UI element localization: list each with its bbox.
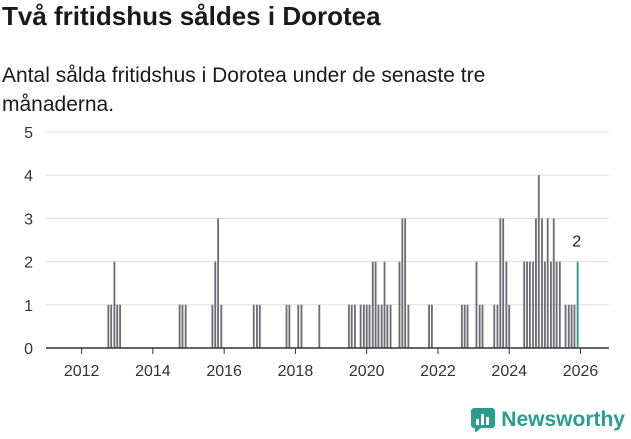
bar xyxy=(380,304,383,348)
bar xyxy=(362,304,365,348)
bar xyxy=(546,218,549,348)
y-tick-label: 5 xyxy=(24,125,33,142)
y-tick-label: 4 xyxy=(24,168,33,185)
x-tick-label: 2026 xyxy=(563,363,599,380)
bar xyxy=(217,218,220,348)
bar xyxy=(407,304,410,348)
bar xyxy=(502,218,505,348)
bar xyxy=(252,304,255,348)
bar xyxy=(528,261,531,348)
chart-subtitle: Antal sålda fritidshus i Dorotea under d… xyxy=(2,64,486,116)
bar xyxy=(537,175,540,348)
bar xyxy=(386,304,389,348)
bar xyxy=(541,218,543,348)
bar xyxy=(110,304,113,348)
bar xyxy=(505,261,508,348)
bar xyxy=(564,304,567,348)
bar xyxy=(532,261,535,348)
bar xyxy=(496,304,499,348)
bar xyxy=(365,304,368,348)
bar xyxy=(368,304,371,348)
x-tick-label: 2014 xyxy=(135,363,171,380)
bar xyxy=(555,261,558,348)
highlight-bar xyxy=(576,261,579,348)
brand-logo: Newsworthy xyxy=(471,408,625,432)
bar xyxy=(211,304,214,348)
bar xyxy=(377,304,380,348)
x-tick-label: 2022 xyxy=(420,363,456,380)
bar xyxy=(478,304,481,348)
bar xyxy=(300,304,303,348)
highlight-value-label: 2 xyxy=(572,234,581,251)
x-tick-label: 2020 xyxy=(349,363,385,380)
x-tick-label: 2018 xyxy=(278,363,314,380)
y-tick-label: 1 xyxy=(24,298,33,315)
bar xyxy=(347,304,350,348)
bar xyxy=(401,218,404,348)
bar xyxy=(499,218,502,348)
bar xyxy=(383,261,386,348)
bar xyxy=(297,304,300,348)
bar xyxy=(256,304,258,348)
bar xyxy=(493,304,496,348)
y-tick-label: 2 xyxy=(24,255,33,272)
bar-chart-logo-icon xyxy=(471,408,496,432)
bar xyxy=(549,261,552,348)
bar xyxy=(428,304,430,348)
x-tick-label: 2024 xyxy=(491,363,527,380)
bar xyxy=(318,304,321,348)
y-tick-label: 0 xyxy=(24,341,33,358)
bar xyxy=(220,304,223,348)
bar xyxy=(460,304,463,348)
bar xyxy=(371,261,374,348)
bar xyxy=(535,218,537,348)
bar xyxy=(398,261,401,348)
x-tick-label: 2016 xyxy=(206,363,242,380)
bar xyxy=(389,304,392,348)
bar xyxy=(466,304,469,348)
bar xyxy=(214,261,217,348)
bar xyxy=(573,304,576,348)
bar xyxy=(258,304,261,348)
bar xyxy=(113,261,116,348)
bar xyxy=(107,304,110,348)
bar xyxy=(178,304,181,348)
bar xyxy=(567,304,570,348)
bar xyxy=(374,261,377,348)
y-tick-label: 3 xyxy=(24,211,33,228)
bar xyxy=(430,304,433,348)
bar xyxy=(570,304,573,348)
bar xyxy=(475,261,478,348)
bar xyxy=(288,304,291,348)
bar xyxy=(463,304,466,348)
bar xyxy=(523,261,526,348)
bar xyxy=(404,218,407,348)
bar xyxy=(181,304,184,348)
bar xyxy=(184,304,187,348)
bar xyxy=(558,261,561,348)
bar xyxy=(552,218,555,348)
bar xyxy=(119,304,122,348)
bar xyxy=(526,261,528,348)
brand-name: Newsworthy xyxy=(501,408,625,431)
bar xyxy=(508,304,511,348)
bar xyxy=(285,304,288,348)
bar xyxy=(543,261,546,348)
bar xyxy=(350,304,353,348)
x-tick-label: 2012 xyxy=(64,363,100,380)
bar xyxy=(354,304,356,348)
chart-title: Två fritidshus såldes i Dorotea xyxy=(2,1,381,31)
bar xyxy=(481,304,484,348)
bar xyxy=(359,304,362,348)
bar xyxy=(116,304,119,348)
